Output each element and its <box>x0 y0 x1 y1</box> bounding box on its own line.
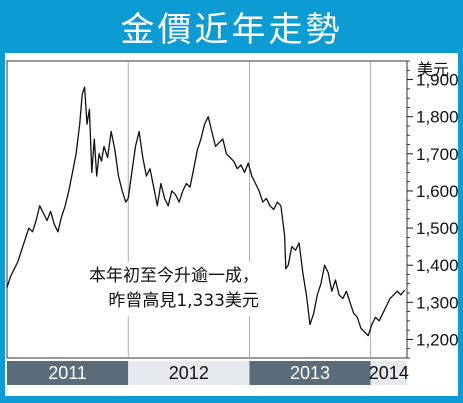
x-tick-label: 2011 <box>48 363 87 383</box>
y-tick-label: 1,400 <box>416 256 458 275</box>
y-tick-label: 1,500 <box>416 219 458 238</box>
chart-panel: 2011 2012 2013 2014 1,200 1,300 1,400 1,500 1,60… <box>5 53 458 396</box>
x-tick-label: 2012 <box>169 363 209 383</box>
x-tick-label: 2014 <box>369 363 409 383</box>
y-tick-label: 1,300 <box>416 293 458 312</box>
chart-title: 金價近年走勢 <box>120 9 343 50</box>
annotation-line-1: 本年初至今升逾一成， <box>89 266 259 286</box>
y-tick-label: 1,800 <box>416 108 458 127</box>
x-axis-band <box>128 361 250 385</box>
y-tick-label: 1,900 <box>416 71 458 90</box>
y-tick-label: 1,700 <box>416 145 458 164</box>
annotation-line-2: 昨曾高見1,333美元 <box>108 291 259 311</box>
x-axis-band <box>249 361 371 385</box>
gold-price-line <box>6 86 406 337</box>
y-axis-unit: 美元 <box>417 60 449 79</box>
price-line-chart: 2011 2012 2013 2014 1,200 1,300 1,400 1,500 1,60… <box>6 60 458 385</box>
annotation-box: 本年初至今升逾一成， 昨曾高見1,333美元 <box>45 262 263 316</box>
x-axis-band <box>7 361 129 385</box>
x-tick-label: 2013 <box>290 363 330 383</box>
x-axis-band <box>370 361 407 385</box>
y-tick-label: 1,600 <box>416 182 458 201</box>
y-tick-label: 1,200 <box>416 330 458 349</box>
